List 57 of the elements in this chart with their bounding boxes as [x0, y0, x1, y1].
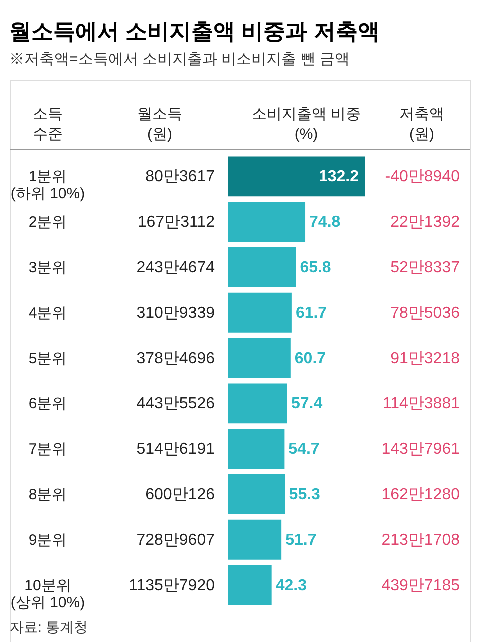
y-tick-label: 3분위	[28, 260, 68, 276]
text: 143만7961	[382, 441, 460, 458]
chart-subtitle: ※저축액=소득에서 소비지출과 비소비지출 뺀 금액	[10, 51, 350, 68]
text: 91만3218	[390, 350, 460, 368]
y-tick-label: 1분위 (하위 10%)	[10, 168, 86, 203]
text: 월소득 (원)	[138, 106, 182, 143]
y-tick-label: 7분위	[28, 441, 68, 458]
chart-title: 월소득에서 소비지출액 비중과 저축액	[10, 19, 380, 44]
data-label: 65.8	[300, 260, 332, 276]
text: 자료: 통계청	[10, 619, 88, 635]
data-label: 74.8	[310, 214, 341, 232]
text: 600만126	[146, 486, 216, 504]
bar	[228, 292, 292, 333]
y-tick-label: 9분위	[28, 532, 68, 549]
bar	[228, 202, 306, 242]
bar	[228, 248, 296, 288]
data-label: 57.4	[291, 396, 323, 413]
text: 514만6191	[136, 441, 216, 458]
bar	[228, 156, 365, 197]
text: 728만9607	[136, 532, 216, 549]
y-tick-label: 8분위	[28, 486, 68, 504]
text: 378만4696	[136, 350, 216, 368]
text: 78만5036	[390, 304, 460, 322]
data-label: 55.3	[289, 486, 321, 504]
text: 22만1392	[390, 214, 460, 232]
x-axis-title: 소비지출액 비중 (%)	[252, 106, 362, 143]
text: 1135만7920	[129, 577, 216, 594]
data-label: 42.3	[276, 577, 308, 594]
bar	[228, 338, 291, 378]
bar	[228, 565, 272, 606]
y-tick-label: 4분위	[28, 304, 68, 322]
bar	[228, 520, 282, 560]
text: 213만1708	[382, 532, 460, 549]
text: -40만8940	[385, 168, 460, 186]
bar	[228, 474, 286, 514]
text: 439만7185	[382, 577, 460, 594]
text: 52만8337	[390, 260, 460, 276]
text: 114만3881	[382, 396, 460, 413]
data-label: 132.2	[318, 168, 360, 186]
text: 243만4674	[136, 260, 216, 276]
data-label: 61.7	[296, 304, 328, 322]
text: 162만1280	[382, 486, 460, 504]
text: 167만3112	[138, 214, 216, 232]
text: 80만3617	[146, 168, 216, 186]
text: 443만5526	[136, 396, 216, 413]
data-label: 51.7	[286, 532, 317, 549]
text: 310만9339	[136, 304, 216, 322]
bar	[228, 429, 285, 470]
text: 저축액 (원)	[400, 106, 444, 143]
bar	[228, 384, 288, 424]
y-tick-label: 2분위	[28, 214, 68, 232]
y-tick-label: 6분위	[28, 396, 68, 413]
data-label: 54.7	[288, 441, 320, 458]
y-tick-label: 10분위 (상위 10%)	[10, 577, 86, 612]
data-label: 60.7	[294, 350, 326, 368]
text: 소득 수준	[33, 106, 63, 143]
y-tick-label: 5분위	[28, 350, 68, 368]
